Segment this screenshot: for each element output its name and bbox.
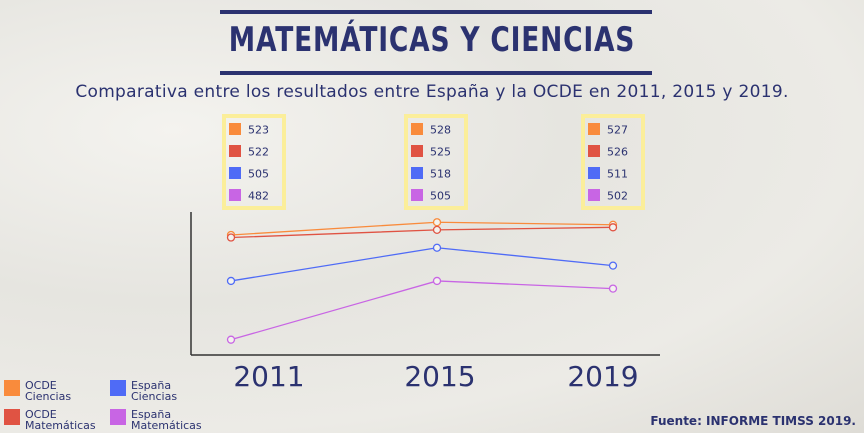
value-swatch xyxy=(229,145,241,157)
title-rule-top xyxy=(220,10,652,14)
source-note: Fuente: INFORME TIMSS 2019. xyxy=(650,414,856,428)
value-swatch xyxy=(588,145,600,157)
data-label: 502 xyxy=(607,190,628,203)
data-label: 505 xyxy=(430,190,451,203)
data-label: 518 xyxy=(430,168,451,181)
page-title: MATEMÁTICAS Y CIENCIAS xyxy=(228,20,636,60)
legend-label: OCDE Ciencias xyxy=(25,379,72,403)
value-swatch xyxy=(229,189,241,201)
data-label: 482 xyxy=(248,190,269,203)
data-point xyxy=(432,218,442,227)
legend-item: OCDE Matemáticas xyxy=(4,409,96,431)
data-point xyxy=(226,276,236,286)
legend-label: España Matemáticas xyxy=(131,408,202,432)
legend-item: España Matemáticas xyxy=(110,409,202,431)
data-point xyxy=(432,243,442,252)
value-label-box xyxy=(222,114,286,210)
data-label: 511 xyxy=(607,168,628,181)
series-line xyxy=(230,247,614,282)
x-tick-label: 2011 xyxy=(233,360,304,393)
legend-label: España Ciencias xyxy=(131,379,178,403)
subtitle: Comparativa entre los resultados entre E… xyxy=(75,82,789,102)
value-swatch xyxy=(229,123,241,135)
value-swatch xyxy=(588,167,600,179)
value-swatch xyxy=(411,145,423,157)
value-swatch xyxy=(411,123,423,135)
legend-item: OCDE Ciencias xyxy=(4,380,71,402)
legend-swatch xyxy=(4,380,20,396)
data-point xyxy=(608,284,618,293)
data-point xyxy=(608,223,618,232)
data-point xyxy=(226,335,236,344)
x-tick-label: 2015 xyxy=(404,360,475,393)
data-point xyxy=(226,233,236,242)
series-line xyxy=(230,226,614,239)
data-label: 505 xyxy=(248,168,269,181)
legend-label: OCDE Matemáticas xyxy=(25,408,96,432)
data-point xyxy=(432,276,442,286)
legend-swatch xyxy=(110,409,126,425)
data-label: 525 xyxy=(430,146,451,159)
data-label: 526 xyxy=(607,146,628,159)
value-label-box xyxy=(404,114,468,210)
value-swatch xyxy=(411,189,423,201)
data-point xyxy=(432,225,442,235)
series-line xyxy=(230,280,614,341)
value-swatch xyxy=(588,189,600,201)
legend-swatch xyxy=(110,380,126,396)
data-point xyxy=(608,261,618,270)
data-label: 523 xyxy=(248,124,269,137)
data-label: 527 xyxy=(607,124,628,137)
value-swatch xyxy=(411,167,423,179)
value-swatch xyxy=(229,167,241,179)
value-label-box xyxy=(581,114,645,210)
legend-swatch xyxy=(4,409,20,425)
data-label: 522 xyxy=(248,146,269,159)
title-rule-bottom xyxy=(220,71,652,75)
legend-item: España Ciencias xyxy=(110,380,177,402)
value-swatch xyxy=(588,123,600,135)
x-tick-label: 2019 xyxy=(567,360,638,393)
data-label: 528 xyxy=(430,124,451,137)
